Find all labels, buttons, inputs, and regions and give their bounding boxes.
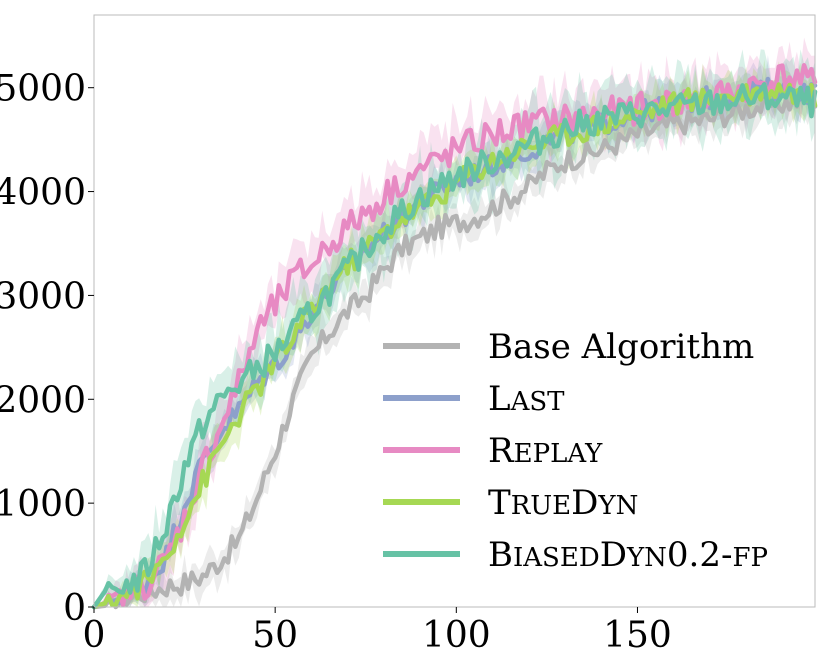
legend-label: BIASEDDYN0.2-FP xyxy=(488,535,768,575)
x-tick-label: 100 xyxy=(422,615,491,656)
band-0 xyxy=(94,74,815,608)
plot-frame xyxy=(93,14,816,608)
legend-label: TRUEDYN xyxy=(488,483,638,523)
x-tick-label: 50 xyxy=(252,615,298,656)
y-tick-label: 1000 xyxy=(0,484,86,525)
legend: Base Algorithm LAST REPLAY TRUEDYN BIASEDDYN… xyxy=(383,327,768,575)
legend-label: REPLAY xyxy=(488,431,603,471)
y-tick-label: 5000 xyxy=(0,69,86,110)
series-line-4 xyxy=(91,82,818,610)
y-tick-label: 2000 xyxy=(0,380,86,421)
y-tick-label: 3000 xyxy=(0,276,86,317)
y-axis-ticks: 0 1000 2000 3000 4000 5000 xyxy=(0,69,94,629)
legend-label: Base Algorithm xyxy=(488,327,754,367)
x-axis-ticks: 0 50 100 150 xyxy=(83,607,672,656)
x-tick-label: 150 xyxy=(603,615,672,656)
confidence-bands xyxy=(94,37,815,608)
series-lines xyxy=(91,63,818,610)
y-tick-label: 0 xyxy=(63,588,86,629)
x-tick-label: 0 xyxy=(83,615,106,656)
series-line-0 xyxy=(91,89,818,610)
legend-label: LAST xyxy=(488,379,565,419)
y-tick-label: 4000 xyxy=(0,173,86,214)
